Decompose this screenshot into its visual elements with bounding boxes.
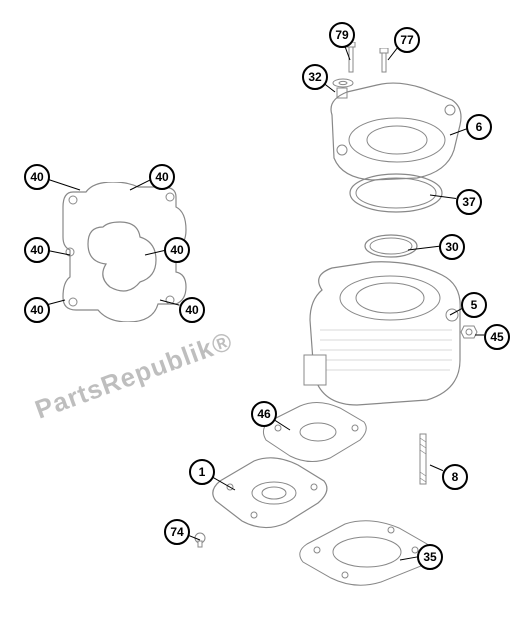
callout-74[interactable]: 74 bbox=[164, 519, 190, 545]
callout-40[interactable]: 40 bbox=[24, 237, 50, 263]
callout-8[interactable]: 8 bbox=[442, 464, 468, 490]
callout-40[interactable]: 40 bbox=[24, 164, 50, 190]
callout-6[interactable]: 6 bbox=[466, 114, 492, 140]
callout-45[interactable]: 45 bbox=[484, 324, 510, 350]
callout-40[interactable]: 40 bbox=[24, 297, 50, 323]
callout-30[interactable]: 30 bbox=[439, 234, 465, 260]
callout-35[interactable]: 35 bbox=[417, 544, 443, 570]
callout-32[interactable]: 32 bbox=[302, 64, 328, 90]
callout-46[interactable]: 46 bbox=[251, 401, 277, 427]
callout-79[interactable]: 79 bbox=[329, 22, 355, 48]
callout-1[interactable]: 1 bbox=[189, 459, 215, 485]
callout-37[interactable]: 37 bbox=[456, 189, 482, 215]
callout-77[interactable]: 77 bbox=[394, 27, 420, 53]
callout-5[interactable]: 5 bbox=[461, 292, 487, 318]
diagram-canvas: PartsRepublik® bbox=[0, 0, 524, 623]
callout-40[interactable]: 40 bbox=[164, 237, 190, 263]
leader-lines bbox=[0, 0, 524, 623]
callout-40[interactable]: 40 bbox=[149, 164, 175, 190]
callout-40[interactable]: 40 bbox=[179, 297, 205, 323]
